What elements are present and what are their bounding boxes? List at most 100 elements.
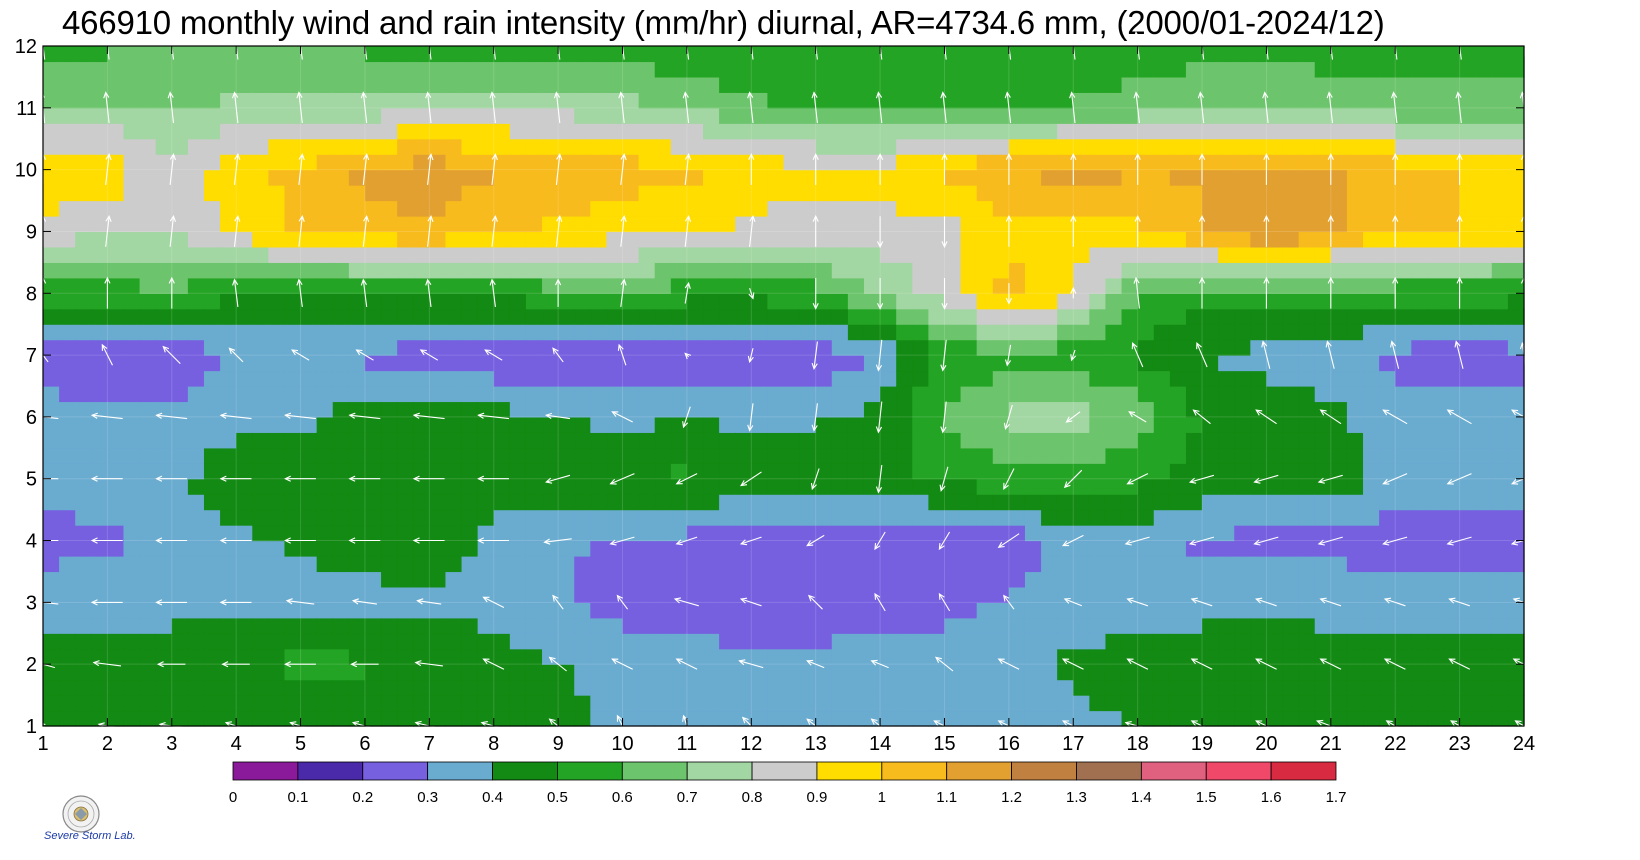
contour-cell: [1137, 416, 1155, 433]
contour-cell: [1024, 494, 1042, 511]
contour-cell: [43, 46, 60, 63]
contour-cell: [1137, 370, 1155, 387]
contour-cell: [107, 386, 125, 403]
contour-cell: [493, 401, 511, 418]
contour-cell: [461, 339, 479, 356]
contour-cell: [1395, 664, 1412, 681]
contour-cell: [606, 355, 624, 372]
contour-cell: [1250, 525, 1268, 542]
contour-cell: [300, 246, 318, 263]
contour-cell: [171, 710, 189, 727]
contour-cell: [1427, 695, 1445, 712]
contour-cell: [268, 262, 286, 279]
contour-cell: [1282, 231, 1300, 248]
contour-cell: [445, 138, 463, 155]
contour-cell: [397, 633, 414, 650]
contour-cell: [364, 293, 382, 310]
contour-cell: [1024, 664, 1042, 681]
contour-cell: [1137, 432, 1155, 449]
contour-cell: [493, 355, 511, 372]
contour-cell: [203, 633, 221, 650]
wind-arrow-shaft: [998, 658, 1020, 670]
contour-cell: [1008, 509, 1026, 526]
contour-cell: [703, 463, 720, 480]
contour-cell: [574, 339, 591, 356]
contour-cell: [1491, 571, 1509, 588]
contour-cell: [1411, 231, 1429, 248]
contour-cell: [316, 401, 334, 418]
wind-arrow-head: [811, 91, 818, 99]
contour-cell: [606, 571, 624, 588]
contour-cell: [1379, 602, 1396, 619]
contour-cell: [43, 602, 60, 619]
contour-cell: [91, 447, 108, 464]
contour-cell: [654, 401, 672, 418]
contour-cell: [1073, 277, 1090, 294]
contour-cell: [799, 540, 817, 557]
contour-cell: [670, 416, 688, 433]
contour-cell: [1073, 231, 1090, 248]
contour-cell: [638, 679, 656, 696]
colorbar-tick-label: 1: [878, 789, 886, 806]
wind-arrow-shaft: [1196, 342, 1208, 368]
contour-cell: [1202, 525, 1219, 542]
colorbar-swatch: [751, 761, 818, 781]
contour-cell: [799, 138, 817, 155]
wind-arrow-shaft: [674, 598, 699, 607]
contour-cell: [1298, 586, 1316, 603]
contour-cell: [1105, 216, 1123, 233]
contour-cell: [1041, 478, 1058, 495]
contour-cell: [525, 324, 543, 341]
contour-cell: [1427, 107, 1445, 124]
contour-cell: [252, 262, 269, 279]
contour-cell: [992, 386, 1010, 403]
contour-cell: [429, 525, 447, 542]
contour-cell: [1427, 154, 1445, 171]
contour-cell: [1218, 478, 1235, 495]
contour-cell: [1443, 617, 1461, 634]
contour-cell: [574, 494, 591, 511]
contour-cell: [928, 710, 946, 727]
contour-cell: [525, 262, 543, 279]
contour-cell: [364, 679, 382, 696]
contour-cell: [91, 324, 108, 341]
contour-cell: [75, 586, 92, 603]
wind-arrow-head: [1512, 597, 1520, 604]
contour-cell: [799, 416, 817, 433]
contour-cell: [139, 571, 157, 588]
wind-arrow-head: [167, 91, 174, 99]
wind-arrow-head: [1315, 719, 1324, 726]
contour-cell: [1089, 695, 1107, 712]
contour-cell: [1443, 386, 1461, 403]
contour-cell: [1041, 602, 1058, 619]
contour-cell: [413, 664, 430, 681]
contour-cell: [638, 633, 656, 650]
contour-cell: [1459, 586, 1477, 603]
contour-cell: [284, 648, 302, 665]
contour-cell: [1282, 648, 1300, 665]
contour-cell: [252, 324, 269, 341]
contour-cell: [1266, 123, 1284, 140]
wind-arrow-head: [556, 214, 563, 222]
contour-cell: [960, 308, 978, 325]
contour-cell: [815, 617, 833, 634]
contour-cell: [268, 447, 286, 464]
contour-cell: [654, 154, 672, 171]
contour-cell: [1298, 525, 1316, 542]
contour-cell: [316, 370, 334, 387]
contour-cell: [332, 617, 350, 634]
contour-cell: [880, 123, 897, 140]
contour-cell: [1008, 571, 1026, 588]
contour-cell: [268, 154, 286, 171]
contour-cell: [880, 200, 897, 217]
contour-cell: [880, 664, 897, 681]
wind-arrow-shaft: [1135, 92, 1140, 124]
contour-cell: [1169, 76, 1187, 93]
wind-arrow-head: [684, 214, 692, 222]
wind-arrow-head: [363, 153, 370, 161]
contour-cell: [735, 339, 752, 356]
contour-cell: [1024, 324, 1042, 341]
contour-cell: [1411, 617, 1429, 634]
contour-cell: [815, 540, 833, 557]
contour-cell: [1330, 556, 1348, 573]
